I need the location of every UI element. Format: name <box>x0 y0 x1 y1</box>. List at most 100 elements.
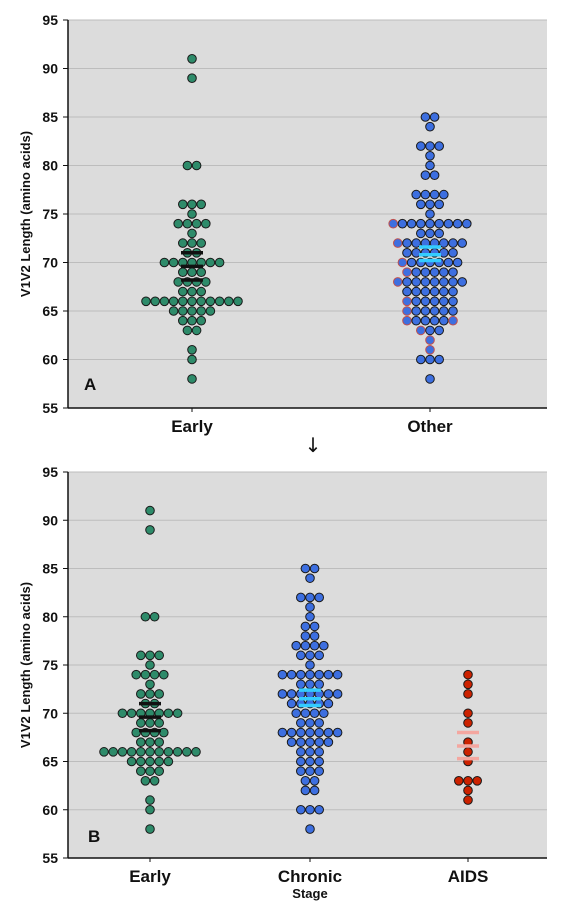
data-point <box>305 669 315 680</box>
data-point <box>154 747 164 757</box>
data-point <box>187 267 197 278</box>
data-point <box>429 296 440 307</box>
data-point <box>319 708 329 719</box>
data-point <box>305 824 315 834</box>
data-point <box>332 727 343 738</box>
data-point <box>191 218 202 229</box>
data-point <box>136 756 146 767</box>
data-point <box>448 315 458 326</box>
data-point <box>286 669 297 680</box>
data-point <box>314 804 325 815</box>
data-point <box>454 776 464 786</box>
data-point <box>145 766 155 776</box>
data-point <box>429 306 440 316</box>
data-point <box>178 199 188 210</box>
data-point <box>233 296 243 307</box>
data-point <box>136 689 146 699</box>
data-point <box>300 708 311 719</box>
data-point <box>463 679 473 690</box>
data-point <box>448 238 458 248</box>
data-point <box>429 112 440 122</box>
data-point <box>393 277 403 287</box>
data-point <box>448 267 458 278</box>
data-point <box>425 345 435 355</box>
data-point <box>296 650 306 661</box>
data-point <box>416 199 426 210</box>
data-point <box>429 170 440 180</box>
data-point <box>420 277 431 287</box>
data-point <box>145 525 155 535</box>
data-point <box>178 238 188 248</box>
data-point <box>286 737 297 748</box>
category-label-aids: AIDS <box>448 867 489 886</box>
data-point <box>305 679 315 690</box>
data-point <box>439 189 449 200</box>
data-point <box>277 727 288 738</box>
data-point <box>131 727 141 738</box>
series-other <box>388 112 472 384</box>
data-point <box>420 170 431 180</box>
data-point <box>402 238 412 248</box>
data-point <box>388 218 399 229</box>
data-point <box>411 306 422 316</box>
data-point <box>178 306 188 316</box>
data-point <box>439 267 449 278</box>
data-point <box>296 718 306 728</box>
data-point <box>448 296 458 307</box>
data-point <box>309 631 320 641</box>
data-point <box>300 563 311 574</box>
data-point <box>154 756 164 767</box>
data-point <box>296 669 306 680</box>
y-tick-label: 95 <box>42 464 58 480</box>
data-point <box>159 727 169 738</box>
data-point <box>145 824 155 834</box>
data-point <box>145 718 155 728</box>
data-point <box>309 785 320 796</box>
data-point <box>201 277 211 287</box>
series-early <box>141 54 243 384</box>
panel-label: A <box>84 375 96 394</box>
data-point <box>145 650 155 661</box>
data-point <box>150 296 160 307</box>
data-point <box>425 354 435 365</box>
data-point <box>402 277 412 287</box>
data-point <box>126 747 137 757</box>
data-point <box>439 238 449 248</box>
data-point <box>425 199 435 210</box>
category-label-early: Early <box>129 867 171 886</box>
data-point <box>309 708 320 719</box>
data-point <box>434 354 445 365</box>
data-point <box>187 315 197 326</box>
data-point <box>439 296 449 307</box>
data-point <box>224 296 234 307</box>
data-point <box>300 785 311 796</box>
data-point <box>296 756 306 767</box>
data-point <box>305 747 315 757</box>
data-point <box>305 756 315 767</box>
data-point <box>463 718 473 728</box>
y-tick-label: 60 <box>42 802 58 818</box>
data-point <box>416 325 426 336</box>
data-point <box>420 296 431 307</box>
y-tick-label: 75 <box>42 206 58 222</box>
data-point <box>305 727 315 738</box>
data-point <box>463 795 473 805</box>
y-tick-label: 80 <box>42 609 58 625</box>
data-point <box>205 296 216 307</box>
data-point <box>154 737 164 748</box>
data-point <box>314 727 325 738</box>
data-point <box>300 640 311 651</box>
data-point <box>319 640 329 651</box>
data-point <box>300 621 311 632</box>
data-point <box>172 747 183 757</box>
data-point <box>425 209 435 219</box>
data-point <box>402 306 412 316</box>
data-point <box>443 257 454 268</box>
x-axis-title: Stage <box>292 886 327 901</box>
data-point <box>149 776 160 786</box>
data-point <box>434 199 445 210</box>
data-point <box>314 737 325 748</box>
data-point <box>140 611 151 622</box>
data-point <box>145 689 155 699</box>
